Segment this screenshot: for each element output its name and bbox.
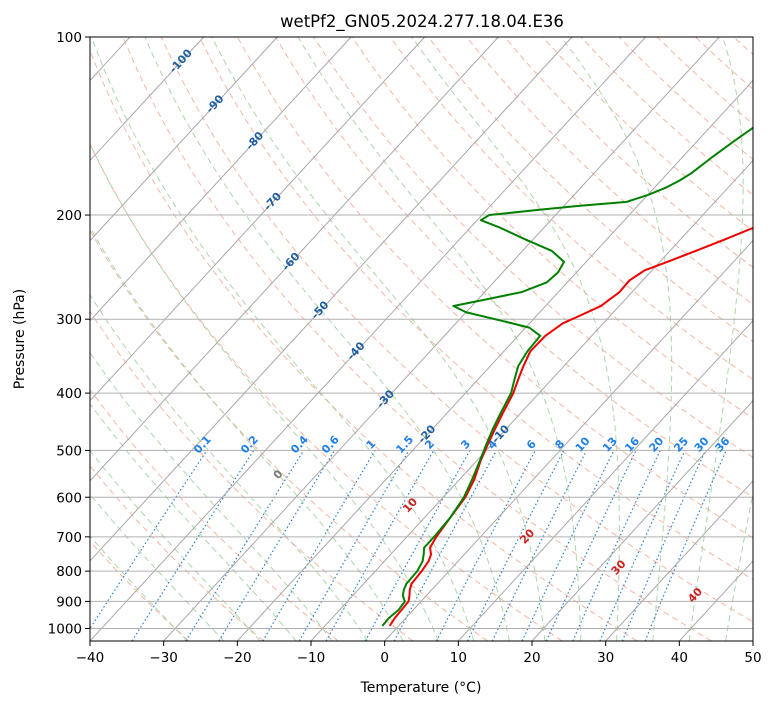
x-tick-label: −10: [297, 650, 326, 666]
mixing-ratio-line: [599, 450, 686, 641]
x-axis: −40 −30 −20 −10 0 10 20 30 40 50: [76, 641, 762, 666]
isotherm: [90, 37, 205, 162]
isotherm: [90, 37, 573, 562]
mixing-ratio-line: [90, 450, 208, 630]
mixing-ratio-line: [393, 450, 498, 641]
moist-adiabat: [90, 351, 333, 641]
dry-adiabat: [90, 229, 488, 641]
moist-adiabat: [211, 37, 546, 641]
y-axis: 100 200 300 400 500 600 700 800 900 1000: [48, 30, 90, 637]
dry-adiabat: [389, 37, 753, 381]
x-tick-label: 20: [523, 650, 540, 666]
plot-frame: [89, 36, 754, 642]
dry-adiabat: [275, 37, 753, 498]
isotherm: [90, 37, 426, 402]
y-tick-label: 500: [56, 443, 82, 459]
dewpoint-trace: [381, 126, 753, 627]
mixing-ratio-line: [491, 450, 588, 641]
moist-adiabat: [560, 37, 673, 641]
y-axis-label: Pressure (hPa): [12, 289, 28, 389]
moist-adiabat: [90, 403, 297, 641]
isotherm: [90, 37, 499, 482]
mixing-ratio-line: [364, 450, 471, 641]
isotherms: [90, 37, 753, 641]
x-tick-label: 0: [380, 650, 389, 666]
x-tick-label: −40: [76, 650, 105, 666]
moist-adiabat: [90, 226, 404, 641]
y-tick-label: 400: [56, 386, 82, 402]
y-tick-label: 1000: [48, 621, 82, 637]
dry-adiabat: [427, 37, 753, 343]
mixing-ratio-line: [466, 450, 565, 641]
y-tick-label: 900: [56, 594, 82, 610]
dry-adiabat: [90, 48, 638, 641]
dry-adiabat: [90, 540, 190, 641]
isotherm: [457, 319, 753, 641]
mixing-ratio-line: [185, 450, 305, 641]
dry-adiabat: [351, 37, 753, 419]
mixing-ratio-line: [621, 450, 707, 641]
moist-adiabats: [90, 37, 753, 641]
dry-adiabat: [90, 465, 264, 641]
y-tick-label: 700: [56, 530, 82, 546]
dry-adiabat: [122, 37, 712, 641]
chart-title: wetPf2_GN05.2024.277.18.04.E36: [280, 12, 564, 32]
isotherm: [90, 37, 352, 322]
y-tick-label: 800: [56, 564, 82, 580]
x-tick-label: −30: [149, 650, 178, 666]
isotherm: [236, 79, 753, 641]
moist-adiabat: [297, 37, 582, 641]
moist-adiabat: [90, 293, 369, 641]
isotherm: [90, 37, 647, 641]
moist-adiabat: [144, 37, 510, 641]
moist-adiabat: [91, 37, 475, 641]
mixing-ratio-line: [218, 450, 336, 641]
x-tick-label: 10: [450, 650, 467, 666]
y-tick-label: 200: [56, 208, 82, 224]
isotherm: [90, 37, 278, 242]
x-tick-label: 30: [597, 650, 614, 666]
x-tick-label: −20: [223, 650, 252, 666]
isotherm: [531, 400, 753, 641]
moist-adiabat: [688, 37, 744, 641]
isotherm: [310, 159, 753, 641]
x-axis-label: Temperature (°C): [360, 680, 482, 696]
mixing-ratio-line: [131, 450, 255, 641]
temperature-trace: [388, 226, 753, 627]
mixing-ratio-line: [572, 450, 661, 641]
isobars: [90, 37, 753, 629]
mixing-ratio-line: [325, 450, 435, 641]
y-tick-label: 100: [56, 30, 82, 46]
moist-adiabat: [411, 37, 620, 641]
moist-adiabat: [90, 142, 439, 641]
plot-area: -100-90-80-70-60-50-40-30-20 -100.1 0.2 0.4…: [90, 37, 753, 641]
profile-traces: [381, 126, 753, 627]
isotherm: [163, 37, 720, 641]
isotherm: [605, 480, 753, 641]
dry-adiabat: [313, 37, 753, 458]
moist-adiabat: [725, 491, 753, 641]
isotherm: [384, 239, 753, 641]
dry-adiabat: [160, 37, 753, 623]
x-tick-label: 40: [671, 650, 688, 666]
dry-adiabat: [198, 37, 753, 580]
x-tick-label: 50: [744, 650, 761, 666]
y-tick-label: 300: [56, 312, 82, 328]
y-tick-label: 600: [56, 490, 82, 506]
